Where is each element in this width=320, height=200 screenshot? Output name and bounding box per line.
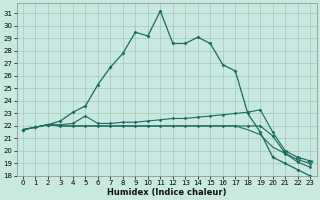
- X-axis label: Humidex (Indice chaleur): Humidex (Indice chaleur): [107, 188, 226, 197]
